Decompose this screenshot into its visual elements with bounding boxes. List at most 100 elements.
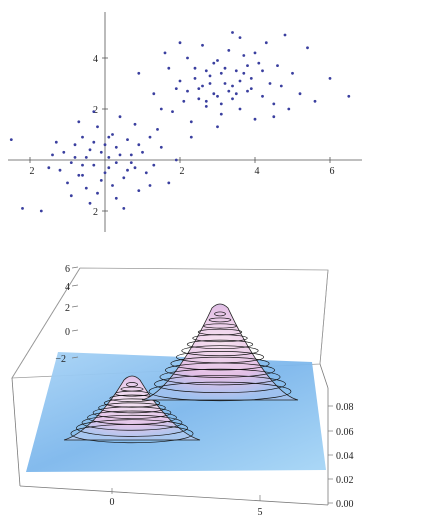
scatter-point [62, 150, 66, 154]
scatter-point [204, 99, 208, 103]
scatter-point [99, 150, 103, 154]
scatter-point [189, 120, 193, 124]
scatter-point [137, 189, 141, 193]
scatter-point [111, 184, 114, 187]
scatter-plot: 2 2 4 6 2 2 4 [8, 12, 362, 232]
surface-left-tick-mark [71, 329, 79, 332]
scatter-point [212, 92, 216, 96]
scatter-point [103, 143, 107, 147]
scatter-point [208, 82, 212, 85]
scatter-point [167, 181, 171, 185]
scatter-point [298, 92, 302, 96]
scatter-point [167, 66, 171, 70]
scatter-point [73, 143, 77, 147]
y-tick-label: 4 [93, 54, 98, 65]
scatter-point [126, 168, 129, 172]
surface-ticks: −2 0 2 4 6 0 5 0.00 0.02 0.04 0.06 0.08 [55, 264, 353, 518]
scatter-point [189, 135, 193, 139]
scatter-point [118, 153, 122, 157]
surface-left-tick-mark [71, 305, 79, 308]
scatter-point [58, 168, 62, 172]
scatter-point [249, 87, 253, 90]
surface-z-tick-label: 0.00 [336, 499, 354, 510]
scatter-point [99, 179, 103, 182]
scatter-point [223, 82, 227, 85]
surface-z-tick-label: 0.02 [336, 475, 354, 486]
scatter-point [264, 41, 268, 45]
scatter-point [201, 84, 204, 88]
contour-line [165, 362, 275, 378]
scatter-point [257, 61, 261, 65]
scatter-point [174, 158, 178, 162]
scatter-point [171, 110, 174, 113]
contour-line [81, 414, 183, 431]
scatter-point [107, 135, 111, 139]
contour-line [76, 419, 188, 437]
scatter-point [347, 94, 351, 98]
scatter-point [249, 77, 253, 80]
scatter-point [39, 209, 43, 213]
contour-line [92, 406, 172, 419]
scatter-point [88, 201, 92, 205]
scatter-point [193, 66, 197, 70]
scatter-point [231, 31, 234, 34]
contour-line [103, 398, 161, 408]
scatter-point [238, 79, 242, 83]
contour-line [175, 351, 265, 364]
scatter-point [193, 77, 197, 80]
contour-line [208, 317, 232, 323]
scatter-point [69, 194, 73, 198]
scatter-point [73, 156, 77, 159]
scatter-point [77, 173, 81, 177]
scatter-point [283, 33, 287, 37]
scatter-point [268, 82, 272, 85]
scatter-point [253, 117, 257, 121]
scatter-point [133, 122, 137, 126]
scatter-point [186, 56, 189, 60]
scatter-point [216, 94, 219, 98]
scatter-point [197, 87, 201, 90]
surface-left-tick-mark [71, 266, 79, 269]
scatter-point [81, 173, 84, 177]
contour-line [181, 345, 259, 357]
scatter-point [77, 120, 81, 124]
scatter-point [227, 89, 231, 93]
scatter-point [261, 69, 264, 73]
scatter-point [66, 181, 69, 185]
scatter-point [137, 143, 141, 147]
scatter-point [129, 161, 133, 165]
scatter-point [21, 207, 24, 210]
contour-line [109, 394, 155, 403]
scatter-point [96, 191, 99, 195]
scatter-axes [8, 12, 362, 232]
contour-line [192, 334, 248, 343]
scatter-point [107, 156, 111, 159]
scatter-point [118, 115, 122, 119]
surface-bottom-tick-label: 0 [110, 497, 115, 508]
surface-peak-right [141, 303, 299, 402]
scatter-point [306, 46, 309, 50]
surface-left-tick-mark [71, 356, 79, 359]
scatter-point [261, 94, 264, 98]
surface-left-tick-label: 6 [65, 264, 70, 275]
surface-peak-body [63, 375, 201, 441]
x-tick-label: 6 [330, 166, 335, 177]
scatter-point [253, 51, 257, 55]
scatter-point [148, 184, 152, 187]
surface-left-tick-label: 2 [65, 303, 70, 314]
contour-line [214, 311, 226, 317]
scatter-point [291, 71, 294, 75]
scatter-point [272, 102, 276, 106]
scatter-point [152, 92, 156, 96]
scatter-point [133, 166, 137, 170]
scatter-point [137, 71, 141, 75]
contour-line [70, 424, 194, 444]
surface-z-tick-label: 0.06 [336, 427, 354, 438]
scatter-point [114, 161, 118, 165]
scatter-point [328, 77, 332, 80]
scatter-point [122, 176, 126, 180]
scatter-point [234, 69, 238, 73]
contour-line [114, 390, 150, 397]
scatter-point [276, 64, 279, 67]
surface-box-front [11, 363, 329, 506]
